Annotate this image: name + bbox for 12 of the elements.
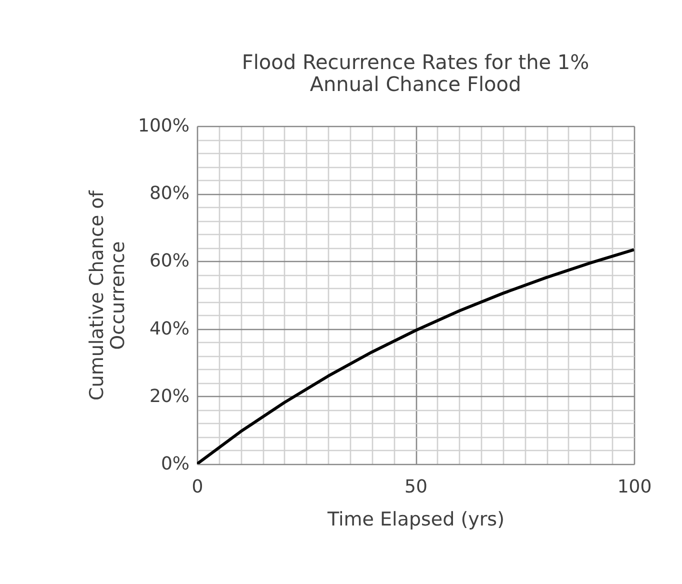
x-axis-title: Time Elapsed (yrs) xyxy=(326,508,504,530)
y-tick-label: 20% xyxy=(149,386,190,407)
y-tick-label: 80% xyxy=(149,183,190,204)
y-tick-label: 60% xyxy=(149,250,190,272)
y-axis-title: Cumulative Chance of Occurrence xyxy=(86,189,130,400)
y-tick-label: 40% xyxy=(149,318,190,340)
x-tick-label: 0 xyxy=(192,476,204,498)
y-tick-label: 0% xyxy=(160,454,190,474)
chart-title: Flood Recurrence Rates for the 1% Annual Chance Flood xyxy=(242,50,590,96)
x-tick-label: 50 xyxy=(404,476,428,498)
y-tick-label: 100% xyxy=(138,116,190,136)
x-tick-label: 100 xyxy=(617,476,652,498)
